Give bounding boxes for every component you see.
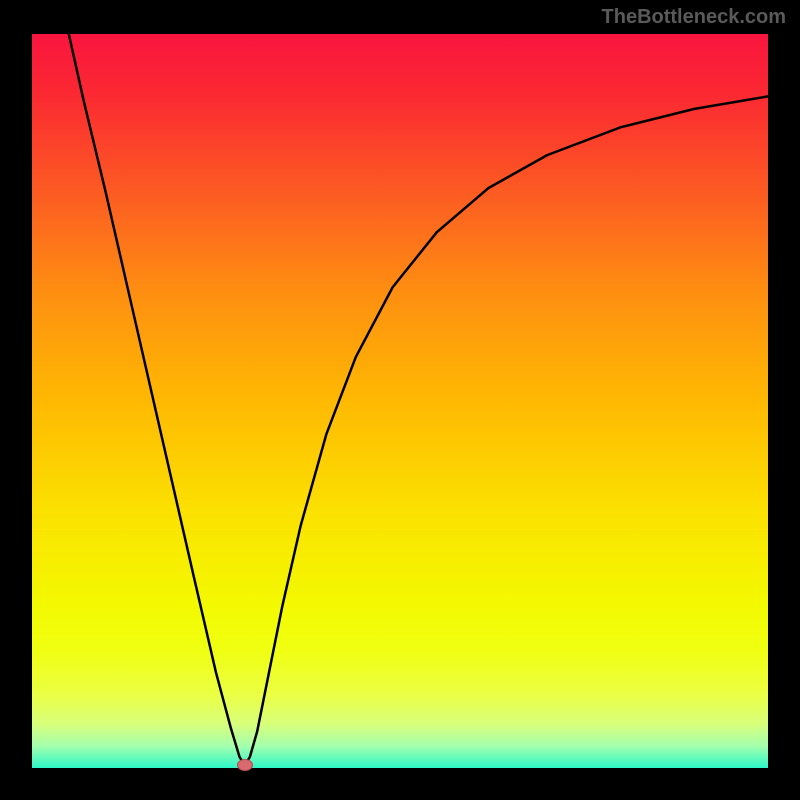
bottleneck-curve (69, 34, 768, 765)
plot-area (32, 34, 768, 768)
chart-frame: TheBottleneck.com (0, 0, 800, 800)
optimal-point-marker (237, 759, 253, 771)
watermark-text: TheBottleneck.com (602, 6, 786, 29)
curve-layer (32, 34, 768, 768)
